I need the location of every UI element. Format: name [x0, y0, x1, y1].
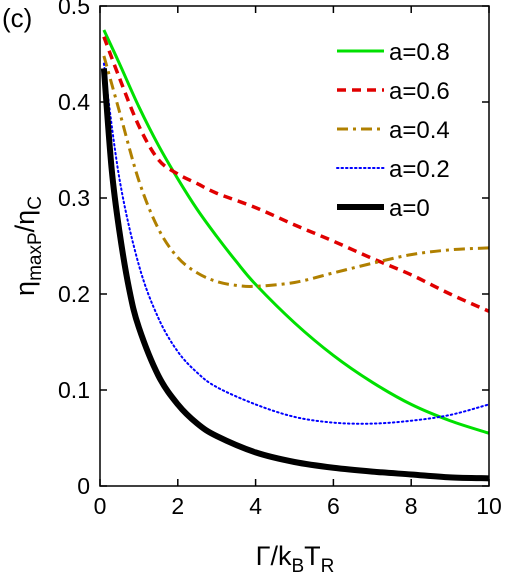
x-tick-label: 2 — [171, 493, 184, 519]
x-tick-label: 10 — [476, 493, 502, 519]
x-tick-label: 8 — [405, 493, 418, 519]
series-line-2 — [102, 55, 489, 288]
panel-label: (c) — [2, 3, 32, 33]
x-tick-label: 0 — [94, 493, 107, 519]
legend-label-3: a=0.2 — [389, 156, 450, 183]
y-axis-label: ηmaxP/ηC — [10, 196, 46, 296]
x-tick-label: 4 — [249, 493, 262, 519]
y-tick-label: 0 — [77, 473, 90, 499]
x-axis: 0 2 4 6 8 10 — [94, 6, 502, 519]
legend: a=0.8 a=0.6 a=0.4 a=0.2 a=0 — [336, 39, 450, 222]
y-tick-label: 0.4 — [58, 89, 90, 115]
plot-frame — [99, 5, 490, 487]
x-tick-label: 6 — [327, 493, 340, 519]
y-tick-label: 0.2 — [58, 281, 90, 307]
legend-label-1: a=0.6 — [389, 78, 450, 105]
legend-label-0: a=0.8 — [389, 39, 450, 66]
x-axis-label: Γ/kBTR — [256, 541, 335, 575]
legend-label-2: a=0.4 — [389, 117, 450, 144]
series-line-1 — [102, 36, 489, 313]
y-axis: 0 0.1 0.2 0.3 0.4 0.5 — [58, 0, 489, 499]
y-tick-label: 0.3 — [58, 185, 90, 211]
legend-label-4: a=0 — [389, 195, 430, 222]
y-tick-label: 0.5 — [58, 0, 90, 19]
series-line-4 — [100, 68, 489, 482]
y-tick-label: 0.1 — [58, 377, 90, 403]
series-layer — [100, 29, 489, 482]
series-line-3 — [102, 62, 489, 425]
series-line-0 — [102, 29, 489, 435]
